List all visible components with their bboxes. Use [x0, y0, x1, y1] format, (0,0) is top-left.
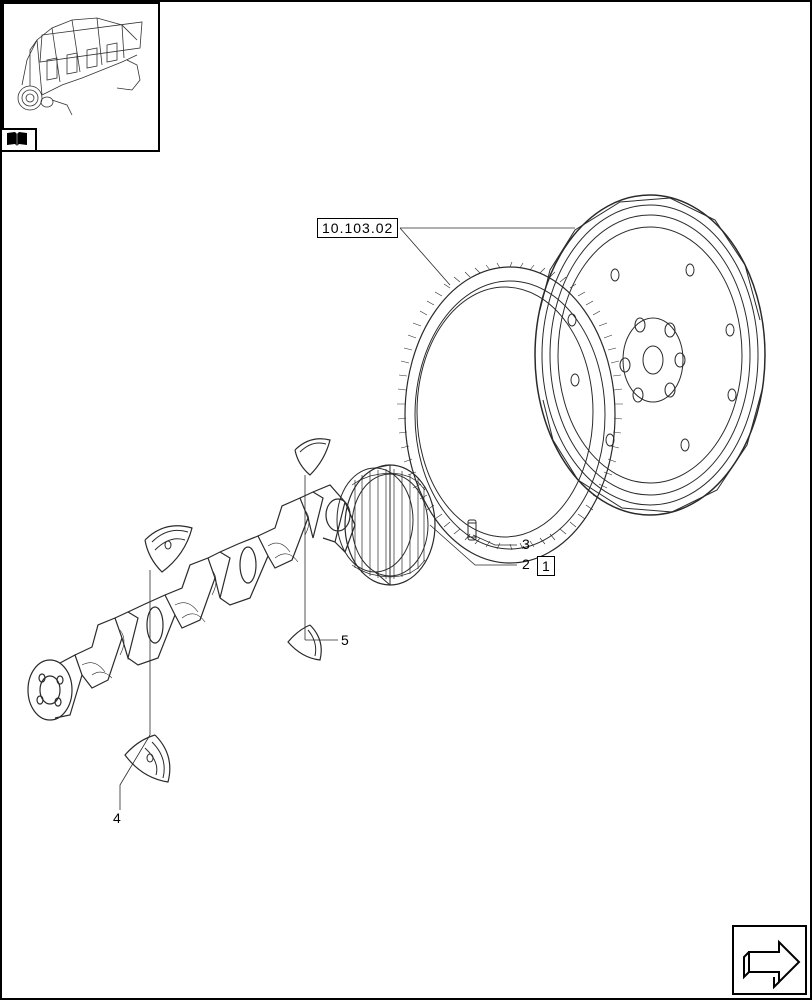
exploded-view-diagram [20, 180, 790, 880]
engine-thumbnail-icon [12, 10, 147, 125]
main-bearing-upper-part [145, 526, 192, 572]
timing-gear-part [337, 465, 435, 585]
callout-2-label: 2 [522, 556, 530, 572]
callout-4-label: 4 [113, 810, 121, 826]
callout-5-label: 5 [341, 632, 349, 648]
next-page-arrow-icon [734, 927, 809, 997]
callout-3-label: 3 [522, 536, 530, 552]
ring-gear-part [397, 262, 623, 563]
gear-key-part [468, 520, 476, 540]
main-bearing-lower-part [125, 735, 170, 782]
thrust-washer-upper-part [295, 439, 330, 475]
leader-lines [120, 228, 575, 810]
book-icon [6, 131, 28, 147]
footer-nav-box[interactable] [732, 925, 807, 995]
assembly-reference-label: 10.103.02 [317, 218, 398, 238]
callout-1-label: 1 [537, 556, 555, 576]
crankshaft-part [28, 485, 355, 720]
flywheel-part [535, 195, 765, 515]
